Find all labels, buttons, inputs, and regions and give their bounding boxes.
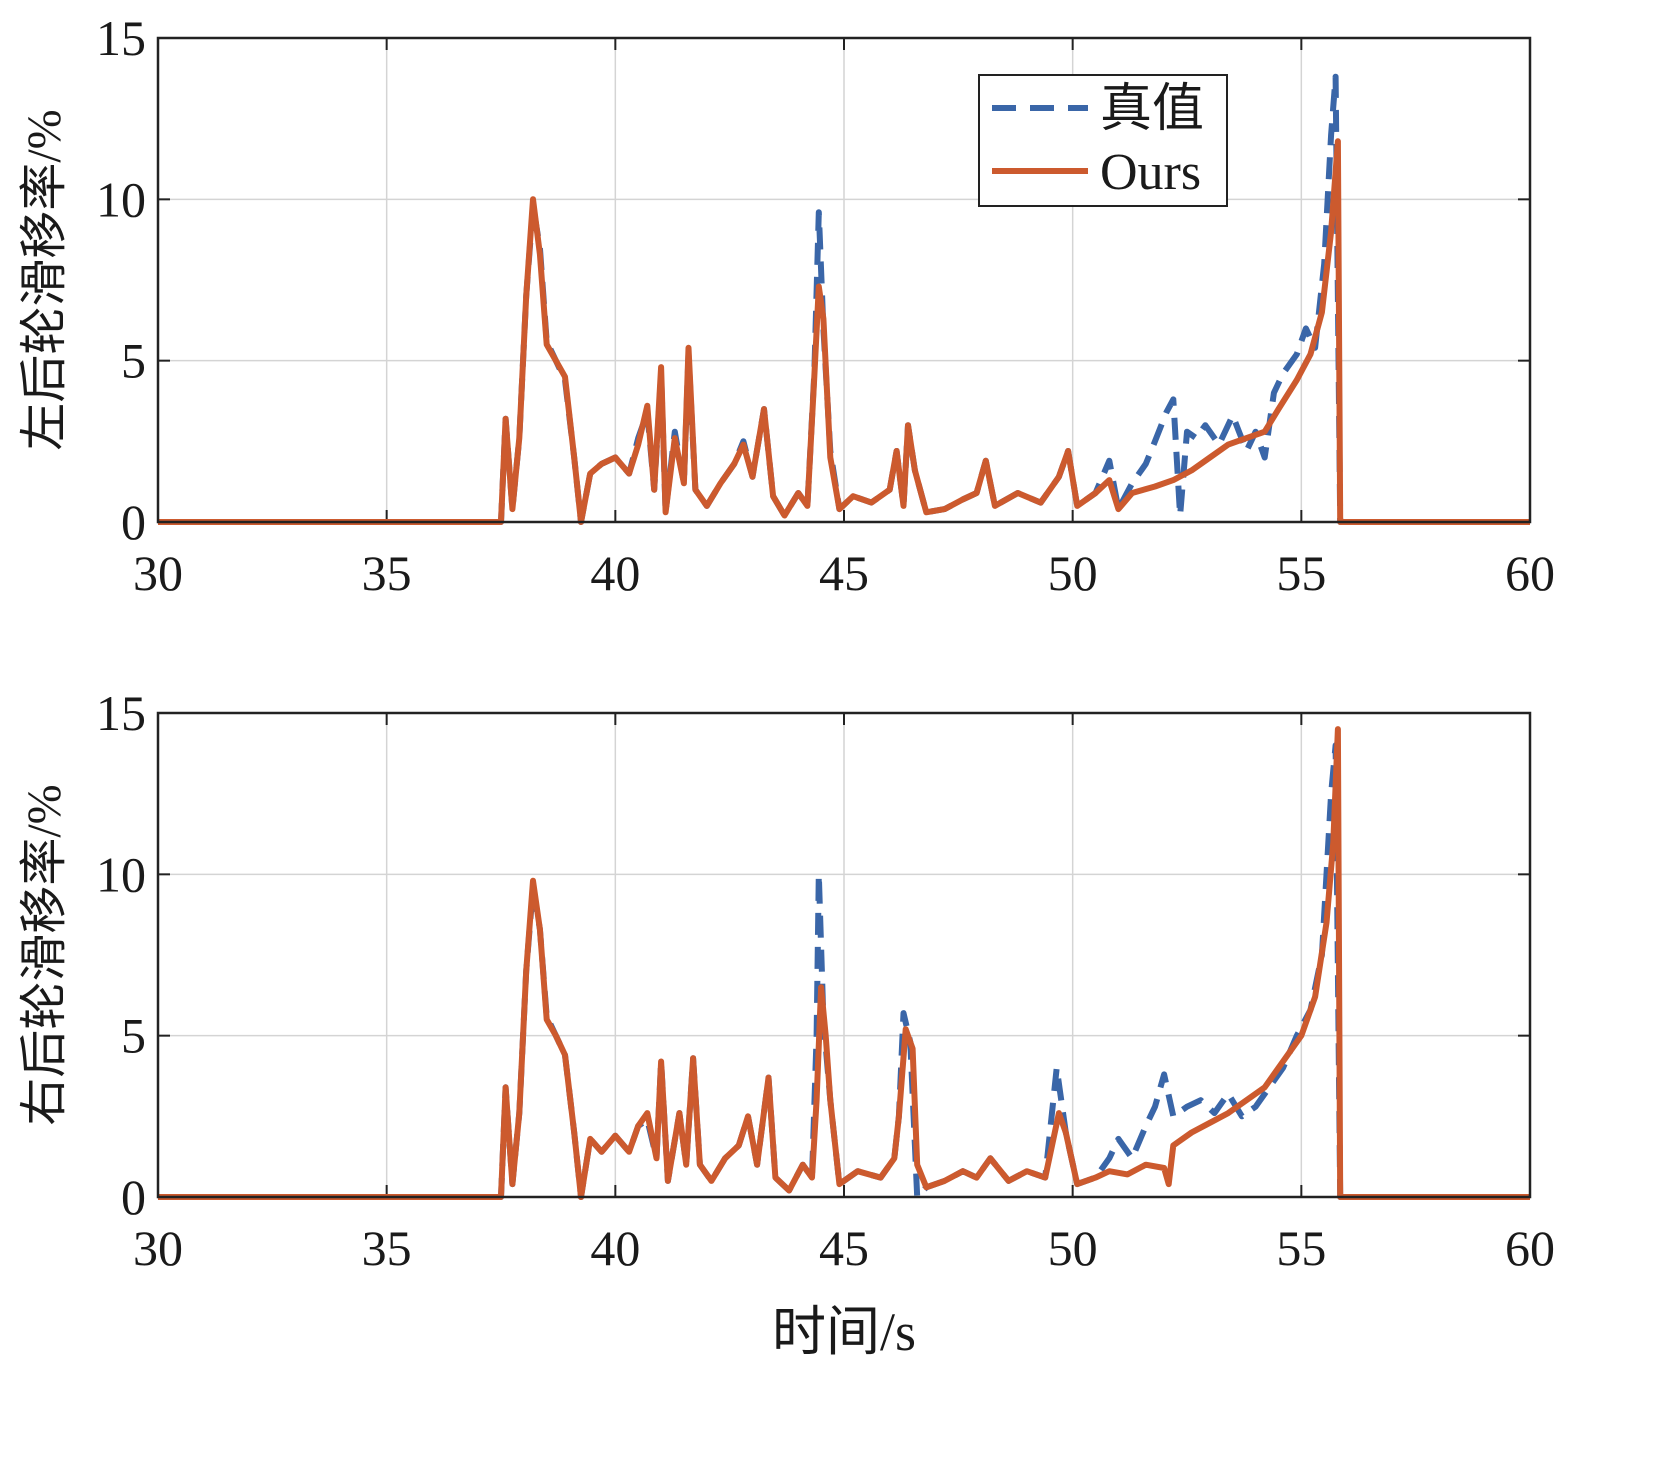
x-tick-label: 55 <box>1276 1220 1326 1276</box>
x-tick-label: 35 <box>362 1220 412 1276</box>
x-tick-label: 60 <box>1505 545 1555 601</box>
legend: 真值 Ours <box>978 74 1228 207</box>
x-tick-label: 40 <box>590 1220 640 1276</box>
x-tick-label: 50 <box>1048 545 1098 601</box>
legend-label: Ours <box>1100 144 1201 201</box>
y-tick-label: 15 <box>96 10 146 66</box>
x-tick-label: 60 <box>1505 1220 1555 1276</box>
y-axis-label: 左后轮滑移率/% <box>18 109 71 450</box>
x-axis-label: 时间/s <box>772 1302 916 1362</box>
x-tick-label: 45 <box>819 1220 869 1276</box>
legend-box <box>978 74 1228 207</box>
y-tick-label: 10 <box>96 171 146 227</box>
series-line-ours <box>158 138 1530 525</box>
y-tick-label: 0 <box>121 1169 146 1225</box>
x-tick-label: 35 <box>362 545 412 601</box>
left-rear-slip-panel: 30 35 40 45 50 55 60 0 5 10 15 左后轮滑移率/% 真值 Ours <box>18 10 1555 601</box>
y-tick-label: 5 <box>121 333 146 389</box>
y-tick-label: 0 <box>121 494 146 550</box>
x-tick-label: 50 <box>1048 1220 1098 1276</box>
x-tick-label: 45 <box>819 545 869 601</box>
legend-label: 真值 <box>1100 81 1204 138</box>
x-tick-label: 30 <box>133 545 183 601</box>
series-line-ours <box>158 726 1530 1200</box>
y-tick-label: 10 <box>96 846 146 902</box>
x-tick-label: 30 <box>133 1220 183 1276</box>
axes-frame <box>156 711 1532 1199</box>
y-axis-label: 右后轮滑移率/% <box>18 784 71 1125</box>
x-tick-label: 55 <box>1276 545 1326 601</box>
right-rear-slip-panel: 30 35 40 45 50 55 60 0 5 10 15 右后轮滑移率/% <box>18 685 1555 1276</box>
x-tick-label: 40 <box>590 545 640 601</box>
y-tick-label: 15 <box>96 685 146 741</box>
axes-frame <box>156 36 1532 524</box>
y-tick-label: 5 <box>121 1008 146 1064</box>
